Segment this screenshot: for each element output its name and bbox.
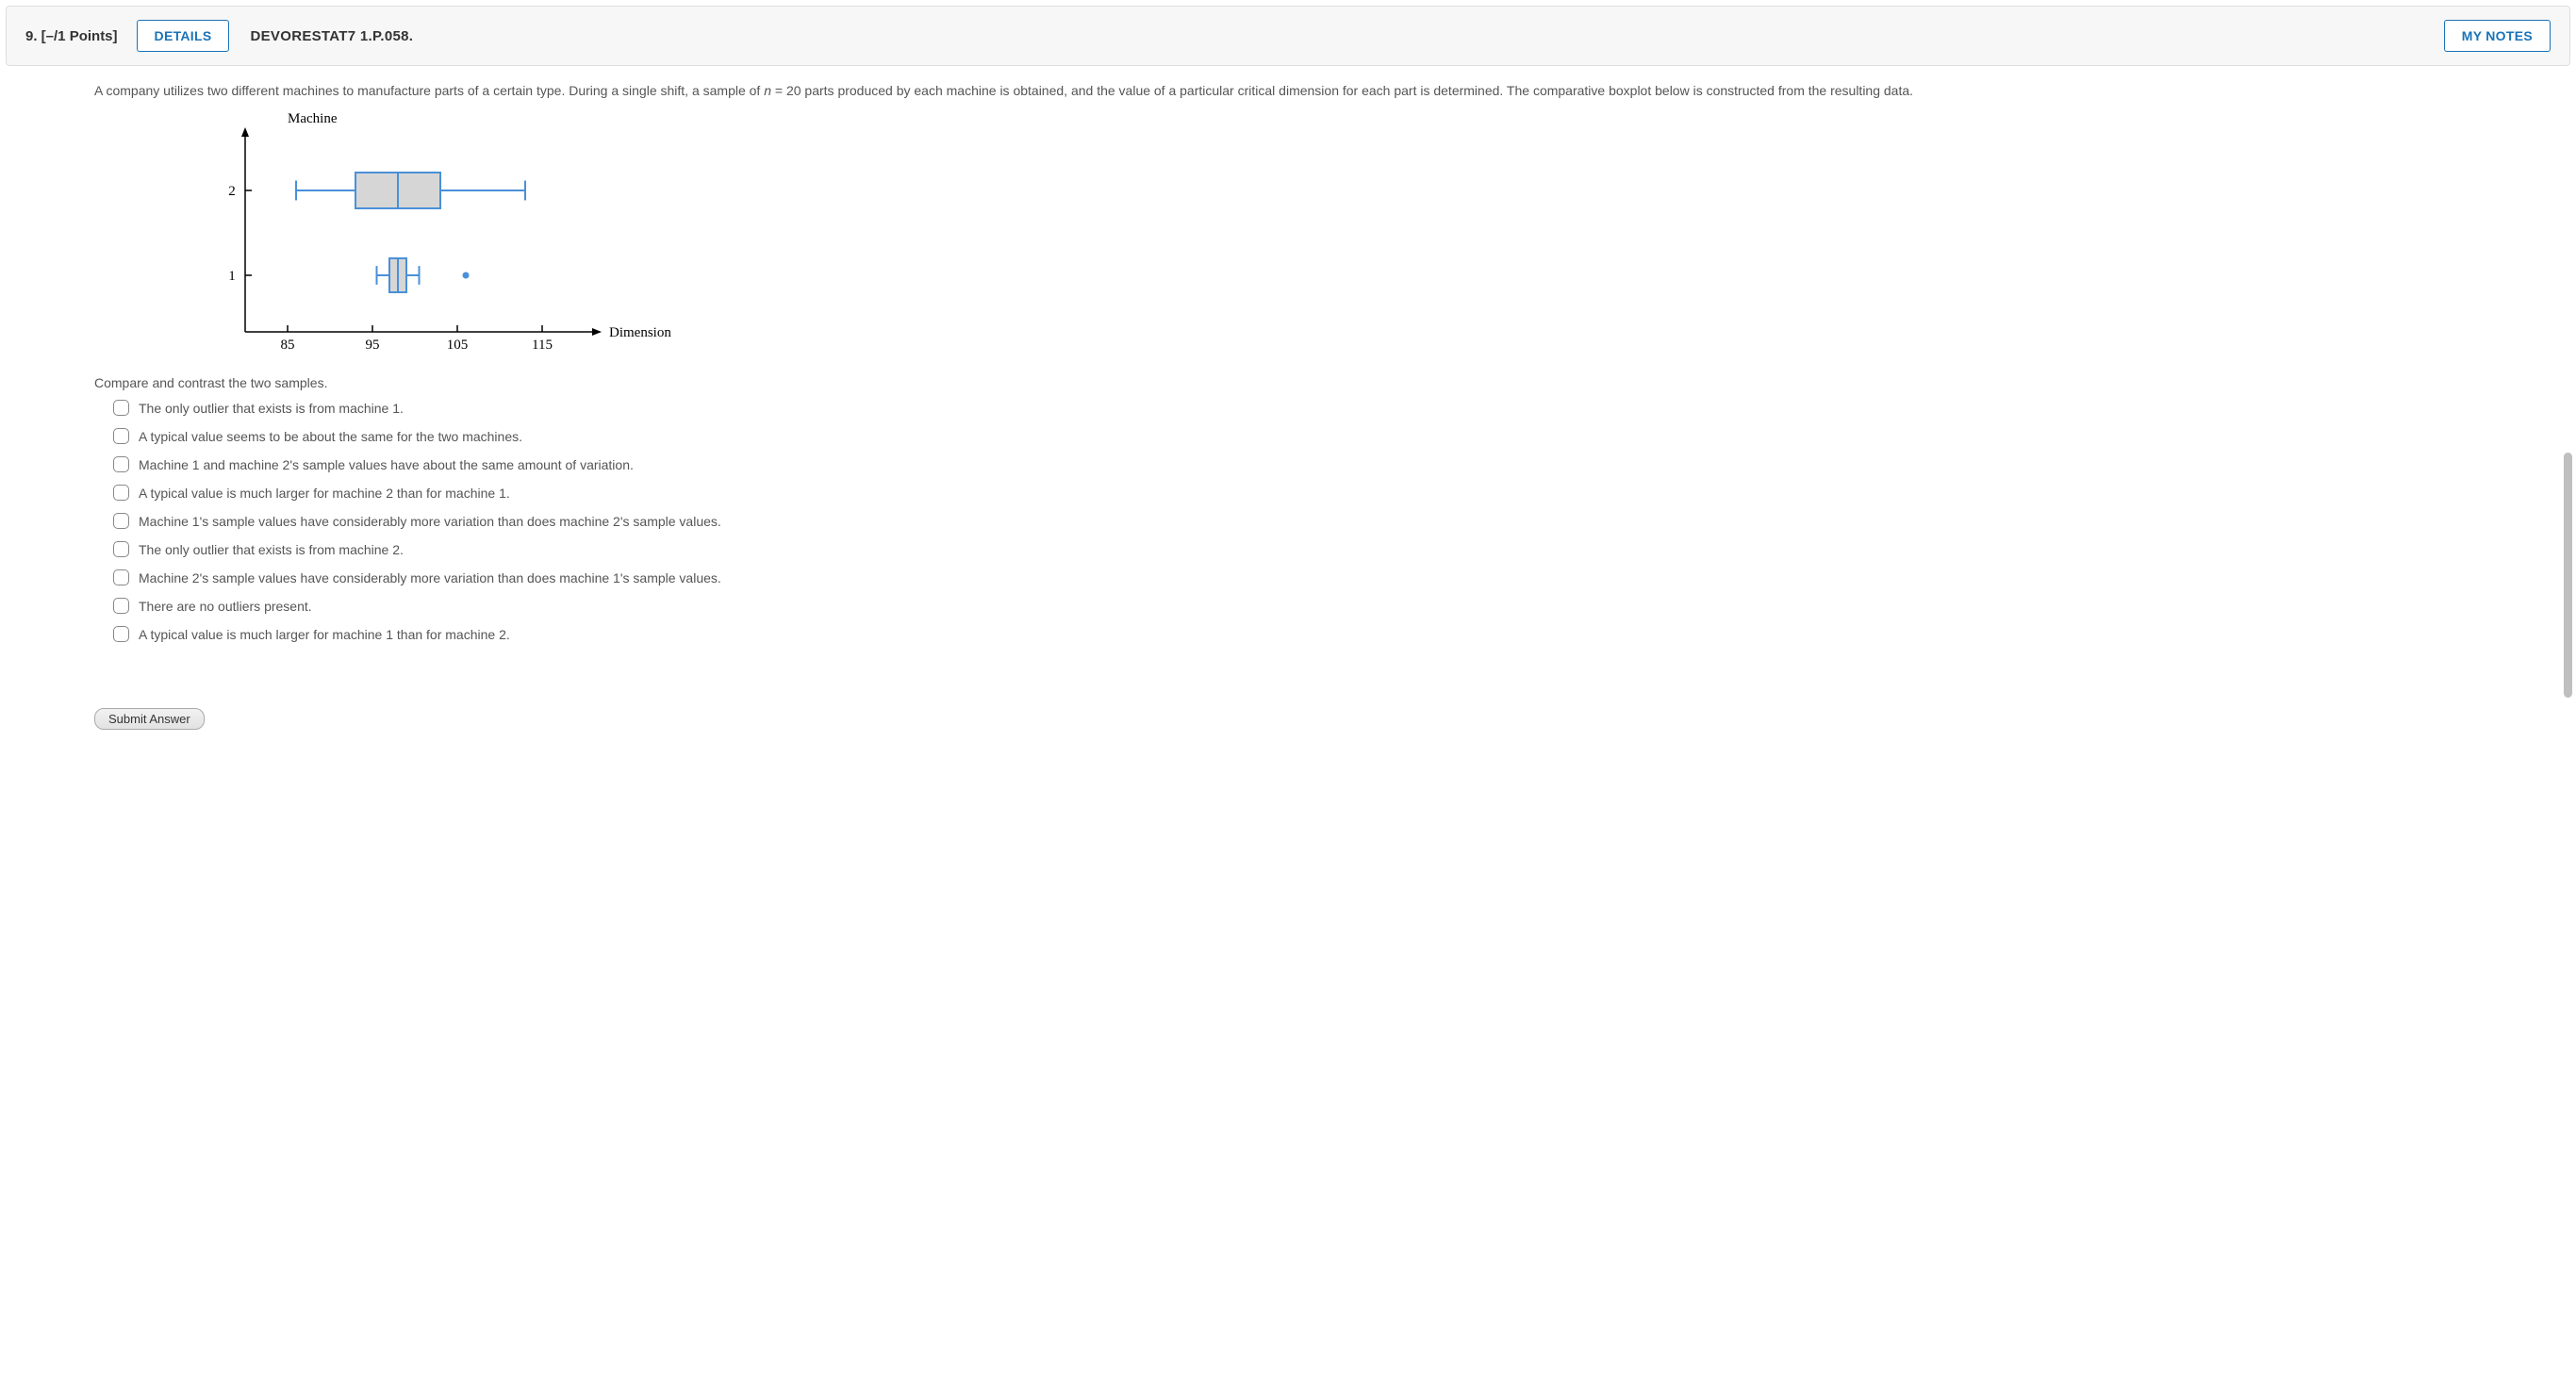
option-checkbox-1[interactable]	[113, 428, 129, 444]
option-label: There are no outliers present.	[139, 599, 312, 614]
svg-text:85: 85	[281, 338, 295, 353]
svg-text:Machine: Machine	[288, 111, 338, 126]
option-label: The only outlier that exists is from mac…	[139, 542, 404, 557]
option-checkbox-7[interactable]	[113, 598, 129, 614]
option-row: Machine 1's sample values have considera…	[109, 510, 2519, 532]
svg-text:105: 105	[447, 338, 469, 353]
option-checkbox-3[interactable]	[113, 485, 129, 501]
options-list: The only outlier that exists is from mac…	[109, 397, 2519, 645]
option-row: Machine 1 and machine 2's sample values …	[109, 453, 2519, 475]
option-checkbox-5[interactable]	[113, 541, 129, 557]
option-checkbox-4[interactable]	[113, 513, 129, 529]
question-content: A company utilizes two different machine…	[0, 72, 2576, 661]
problem-text-pre: A company utilizes two different machine…	[94, 83, 764, 98]
points-label: 9. [–/1 Points]	[25, 28, 118, 44]
boxplot-chart: Machine Dimension 2 1 85 95 105 115	[217, 110, 2519, 368]
details-button[interactable]: DETAILS	[137, 20, 230, 52]
option-checkbox-6[interactable]	[113, 569, 129, 585]
n-variable: n	[764, 83, 771, 98]
boxplot-svg: Machine Dimension 2 1 85 95 105 115	[217, 110, 679, 365]
option-row: A typical value seems to be about the sa…	[109, 425, 2519, 447]
option-label: Machine 2's sample values have considera…	[139, 570, 721, 585]
svg-text:115: 115	[532, 338, 553, 353]
option-row: Machine 2's sample values have considera…	[109, 567, 2519, 588]
problem-statement: A company utilizes two different machine…	[94, 81, 2519, 101]
option-row: A typical value is much larger for machi…	[109, 623, 2519, 645]
option-label: The only outlier that exists is from mac…	[139, 401, 404, 416]
option-row: There are no outliers present.	[109, 595, 2519, 617]
option-checkbox-8[interactable]	[113, 626, 129, 642]
scrollbar-thumb[interactable]	[2564, 453, 2572, 698]
svg-text:2: 2	[228, 184, 236, 199]
option-label: A typical value seems to be about the sa…	[139, 429, 522, 444]
option-label: A typical value is much larger for machi…	[139, 486, 510, 501]
option-checkbox-0[interactable]	[113, 400, 129, 416]
option-checkbox-2[interactable]	[113, 456, 129, 472]
option-label: Machine 1 and machine 2's sample values …	[139, 457, 634, 472]
option-row: The only outlier that exists is from mac…	[109, 538, 2519, 560]
question-header: 9. [–/1 Points] DETAILS DEVORESTAT7 1.P.…	[6, 6, 2570, 66]
svg-text:Dimension: Dimension	[609, 325, 671, 340]
svg-text:95: 95	[366, 338, 380, 353]
option-row: The only outlier that exists is from mac…	[109, 397, 2519, 419]
my-notes-button[interactable]: MY NOTES	[2444, 20, 2551, 52]
option-label: A typical value is much larger for machi…	[139, 627, 510, 642]
option-label: Machine 1's sample values have considera…	[139, 514, 721, 529]
submit-area: Submit Answer	[94, 708, 2576, 730]
compare-prompt: Compare and contrast the two samples.	[94, 375, 2519, 390]
svg-text:1: 1	[228, 269, 236, 284]
question-reference: DEVORESTAT7 1.P.058.	[250, 28, 413, 44]
problem-text-mid: = 20 parts produced by each machine is o…	[771, 83, 1913, 98]
submit-answer-button[interactable]: Submit Answer	[94, 708, 205, 730]
option-row: A typical value is much larger for machi…	[109, 482, 2519, 503]
